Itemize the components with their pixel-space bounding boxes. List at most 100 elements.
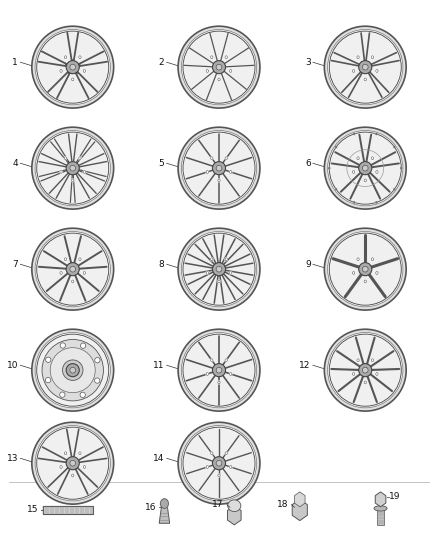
Circle shape [394,146,395,148]
Circle shape [206,373,208,375]
Ellipse shape [359,161,372,175]
Circle shape [328,167,330,169]
Ellipse shape [216,64,222,70]
Text: 18: 18 [277,500,288,509]
Circle shape [401,167,402,169]
Circle shape [64,452,67,455]
Circle shape [371,56,374,59]
Circle shape [230,373,232,375]
Circle shape [376,373,378,375]
Ellipse shape [183,233,255,305]
Ellipse shape [212,364,226,377]
Ellipse shape [374,506,387,511]
Ellipse shape [212,161,226,175]
Ellipse shape [181,333,257,408]
Ellipse shape [362,367,368,373]
Ellipse shape [37,233,109,305]
Ellipse shape [212,263,226,276]
Circle shape [225,258,227,261]
Circle shape [83,465,85,469]
Ellipse shape [181,425,257,501]
Circle shape [371,157,374,160]
Ellipse shape [216,367,222,373]
Ellipse shape [325,26,406,108]
Ellipse shape [328,333,403,408]
Ellipse shape [183,427,255,499]
Circle shape [376,201,377,203]
Circle shape [211,157,213,160]
Ellipse shape [183,334,255,406]
Text: 8: 8 [159,260,164,269]
Circle shape [371,359,374,362]
Ellipse shape [328,231,403,307]
Circle shape [60,465,62,469]
Circle shape [79,157,81,160]
Circle shape [206,69,208,72]
Polygon shape [227,506,241,525]
Circle shape [364,381,367,384]
Ellipse shape [81,343,86,349]
Ellipse shape [216,266,222,272]
Circle shape [83,69,85,72]
Ellipse shape [216,165,222,171]
Circle shape [211,258,213,261]
Circle shape [83,271,85,274]
Circle shape [225,56,227,59]
Ellipse shape [95,378,100,383]
Ellipse shape [328,29,403,105]
Circle shape [71,179,74,182]
Circle shape [353,201,355,203]
Ellipse shape [181,29,257,105]
Ellipse shape [66,161,79,175]
Ellipse shape [325,329,406,411]
Ellipse shape [35,29,110,105]
Circle shape [64,56,67,59]
Ellipse shape [32,26,113,108]
Ellipse shape [178,329,260,411]
Circle shape [225,452,227,455]
Ellipse shape [178,127,260,209]
Text: 7: 7 [12,260,18,269]
Ellipse shape [70,266,76,272]
Ellipse shape [325,127,406,209]
Circle shape [357,157,359,160]
Ellipse shape [66,61,79,74]
Circle shape [230,69,232,72]
Circle shape [357,56,359,59]
Circle shape [225,359,227,362]
Ellipse shape [362,64,368,70]
Ellipse shape [66,457,79,470]
Circle shape [353,171,355,173]
Circle shape [60,271,62,274]
Circle shape [364,78,367,81]
Ellipse shape [46,357,51,362]
Ellipse shape [228,500,241,512]
Text: 2: 2 [159,58,164,67]
FancyBboxPatch shape [43,506,93,514]
Polygon shape [292,499,307,521]
Ellipse shape [362,165,368,171]
Ellipse shape [70,367,76,373]
Ellipse shape [329,31,401,103]
Circle shape [376,133,377,135]
Ellipse shape [359,364,372,377]
Text: 4: 4 [13,159,18,168]
Circle shape [218,179,220,182]
Ellipse shape [329,334,401,406]
Circle shape [336,189,337,190]
Circle shape [353,69,355,72]
Circle shape [353,373,355,375]
Ellipse shape [178,422,260,504]
Circle shape [394,189,395,190]
Ellipse shape [37,132,109,204]
Ellipse shape [178,228,260,310]
Circle shape [64,258,67,261]
Ellipse shape [178,26,260,108]
Ellipse shape [32,329,113,411]
Text: 5: 5 [159,159,164,168]
Ellipse shape [328,131,403,206]
Circle shape [206,465,208,469]
Ellipse shape [212,61,226,74]
Ellipse shape [66,263,79,276]
Circle shape [71,280,74,283]
